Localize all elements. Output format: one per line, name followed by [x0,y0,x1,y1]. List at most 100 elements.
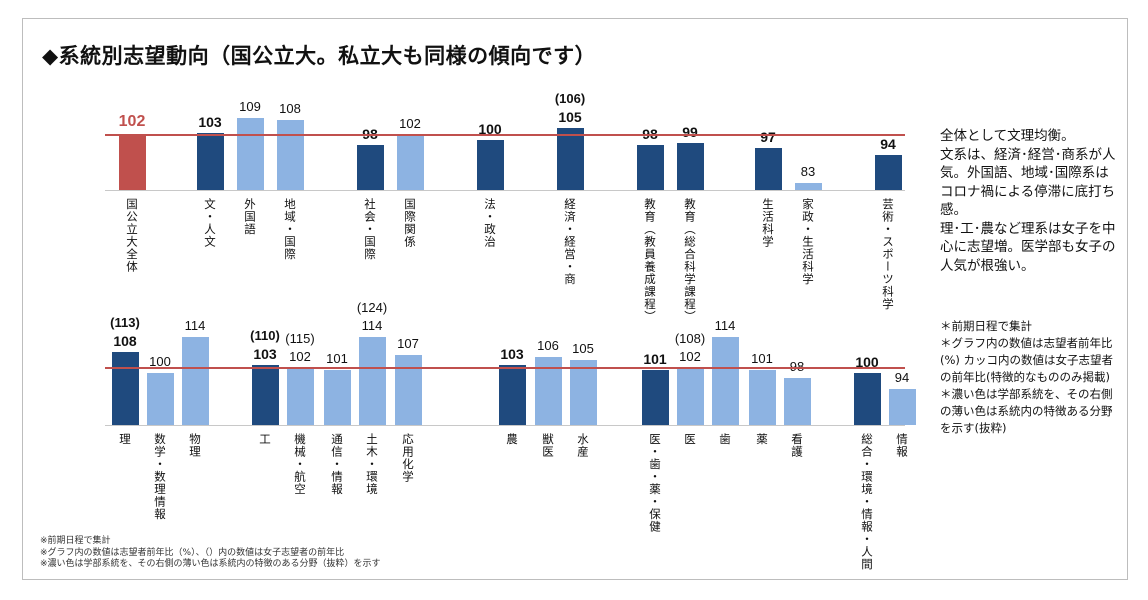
side-notes: ＊前期日程で集計 ＊グラフ内の数値は志望者前年比(%) カッコ内の数値は女子志望… [940,318,1120,437]
value-label: 102 [679,348,701,364]
summary-line: 理･工･農など理系は女子を中心に志望増。医学部も女子の人気が根強い。 [940,220,1116,274]
category-label: 経済・経営・商 [563,198,577,286]
category-label: 教育（総合科学課程） [683,198,697,323]
category-label: 地域・国際 [283,198,297,261]
bar-faculty [196,132,224,190]
category-label: 農 [505,433,519,446]
value-label: 106 [537,338,559,354]
value-label: 101 [326,351,348,367]
footnotes: ※前期日程で集計 ※グラフ内の数値は志望者前年比（%）、（）内の数値は女子志望者… [40,536,381,571]
category-label: 生活科学 [761,198,775,248]
bar-field [276,120,304,190]
value-label: 101 [643,351,667,368]
footnote: ※グラフ内の数値は志望者前年比（%）、（）内の数値は女子志望者の前年比 [40,547,345,558]
bar-field [783,378,811,425]
bar-faculty [498,365,526,425]
category-label: 数学・数理情報 [153,433,167,521]
bar-faculty [754,147,782,190]
value-label: 107 [397,335,419,351]
summary-line: 全体として文理均衡。 [940,128,1075,144]
category-label: 医・歯・薬・保健 [648,433,662,533]
value-label: 83 [800,163,816,179]
value-label: 97 [760,128,776,145]
value-label: 114 [184,317,206,333]
bar-field [794,182,822,190]
bar-field [323,370,351,425]
value-label: 94 [880,136,896,152]
bar-field [396,135,424,190]
category-label: 水産 [576,433,590,458]
bar-field [748,370,776,425]
bar-field [676,367,704,425]
bar-field [888,388,916,425]
female-value-label: (106) [554,90,586,106]
category-label: 理 [118,433,132,446]
category-label: 教育（教員養成課程） [643,198,657,323]
bar-field [181,336,209,425]
category-label: 法・政治 [483,198,497,248]
value-label: 114 [714,317,736,333]
bar-field [394,354,422,425]
reference-line [105,134,905,136]
value-label: 100 [149,354,171,369]
value-label: 109 [239,98,261,114]
page-title: ◆系統別志望動向（国公立大。私立大も同様の傾向です） [42,44,597,68]
category-label: 家政・生活科学 [801,198,815,286]
value-label: 108 [279,101,301,116]
category-label: 看護 [790,433,804,458]
category-label: 応用化学 [401,433,415,483]
bar-field [358,336,386,425]
value-label: 100 [855,354,879,370]
female-value-label: (108) [674,330,706,346]
value-label: 103 [500,346,524,363]
value-label: 103 [198,113,222,130]
bar-faculty [356,145,384,190]
bar-faculty [874,155,902,190]
category-label: 機械・航空 [293,433,307,496]
bar-field [711,336,739,425]
bar-faculty [251,365,279,425]
value-label: 114 [361,317,383,333]
value-label: 103 [253,346,277,363]
bar-faculty [476,140,504,190]
value-label: 102 [289,348,311,364]
category-label: 国際関係 [403,198,417,248]
category-label: 獣医 [541,433,555,458]
value-label: 94 [894,369,910,385]
value-label: 102 [399,116,421,131]
value-label: 105 [558,108,582,125]
bar-faculty [676,142,704,190]
bar-overall [118,135,146,190]
female-value-label: (115) [285,330,315,346]
category-label: 外国語 [243,198,257,236]
bar-faculty [636,145,664,190]
bar-field [146,373,174,425]
category-label: 工 [258,433,272,446]
category-label: 土木・環境 [365,433,379,496]
x-axis [105,190,905,191]
category-label: 社会・国際 [363,198,377,261]
footnote: ※濃い色は学部系統を、その右側の薄い色は系統内の特徴のある分野（抜粋）を示す [40,559,381,569]
value-label: 108 [113,333,137,350]
category-label: 物理 [188,433,202,458]
value-label: 102 [118,113,146,130]
footnote: ※前期日程で集計 [40,536,111,546]
side-note: ＊濃い色は学部系統を、その右側の薄い色は系統内の特徴ある分野を示す(抜粋) [940,387,1113,435]
summary-text: 全体として文理均衡。 文系は、経済･経営･商系が人気。外国語、地域･国際系はコロ… [940,127,1120,275]
category-label: 芸術・スポーツ科学 [881,198,895,311]
category-label: 医 [683,433,697,446]
value-label: 105 [572,341,594,356]
side-note: ＊グラフ内の数値は志望者前年比(%) カッコ内の数値は女子志望者の前年比(特徴的… [940,336,1114,384]
bar-field [569,360,597,425]
value-label: 100 [478,121,502,137]
bar-faculty [111,352,139,425]
summary-line: 文系は、経済･経営･商系が人気。外国語、地域･国際系はコロナ禍による停滞に底打ち… [940,146,1116,219]
female-value-label: (124) [356,299,388,315]
side-note: ＊前期日程で集計 [940,319,1032,333]
x-axis [105,425,905,426]
category-label: 情報 [895,433,909,458]
value-label: 99 [682,123,698,140]
category-label: 国公立大全体 [125,198,139,273]
reference-line [105,366,905,369]
